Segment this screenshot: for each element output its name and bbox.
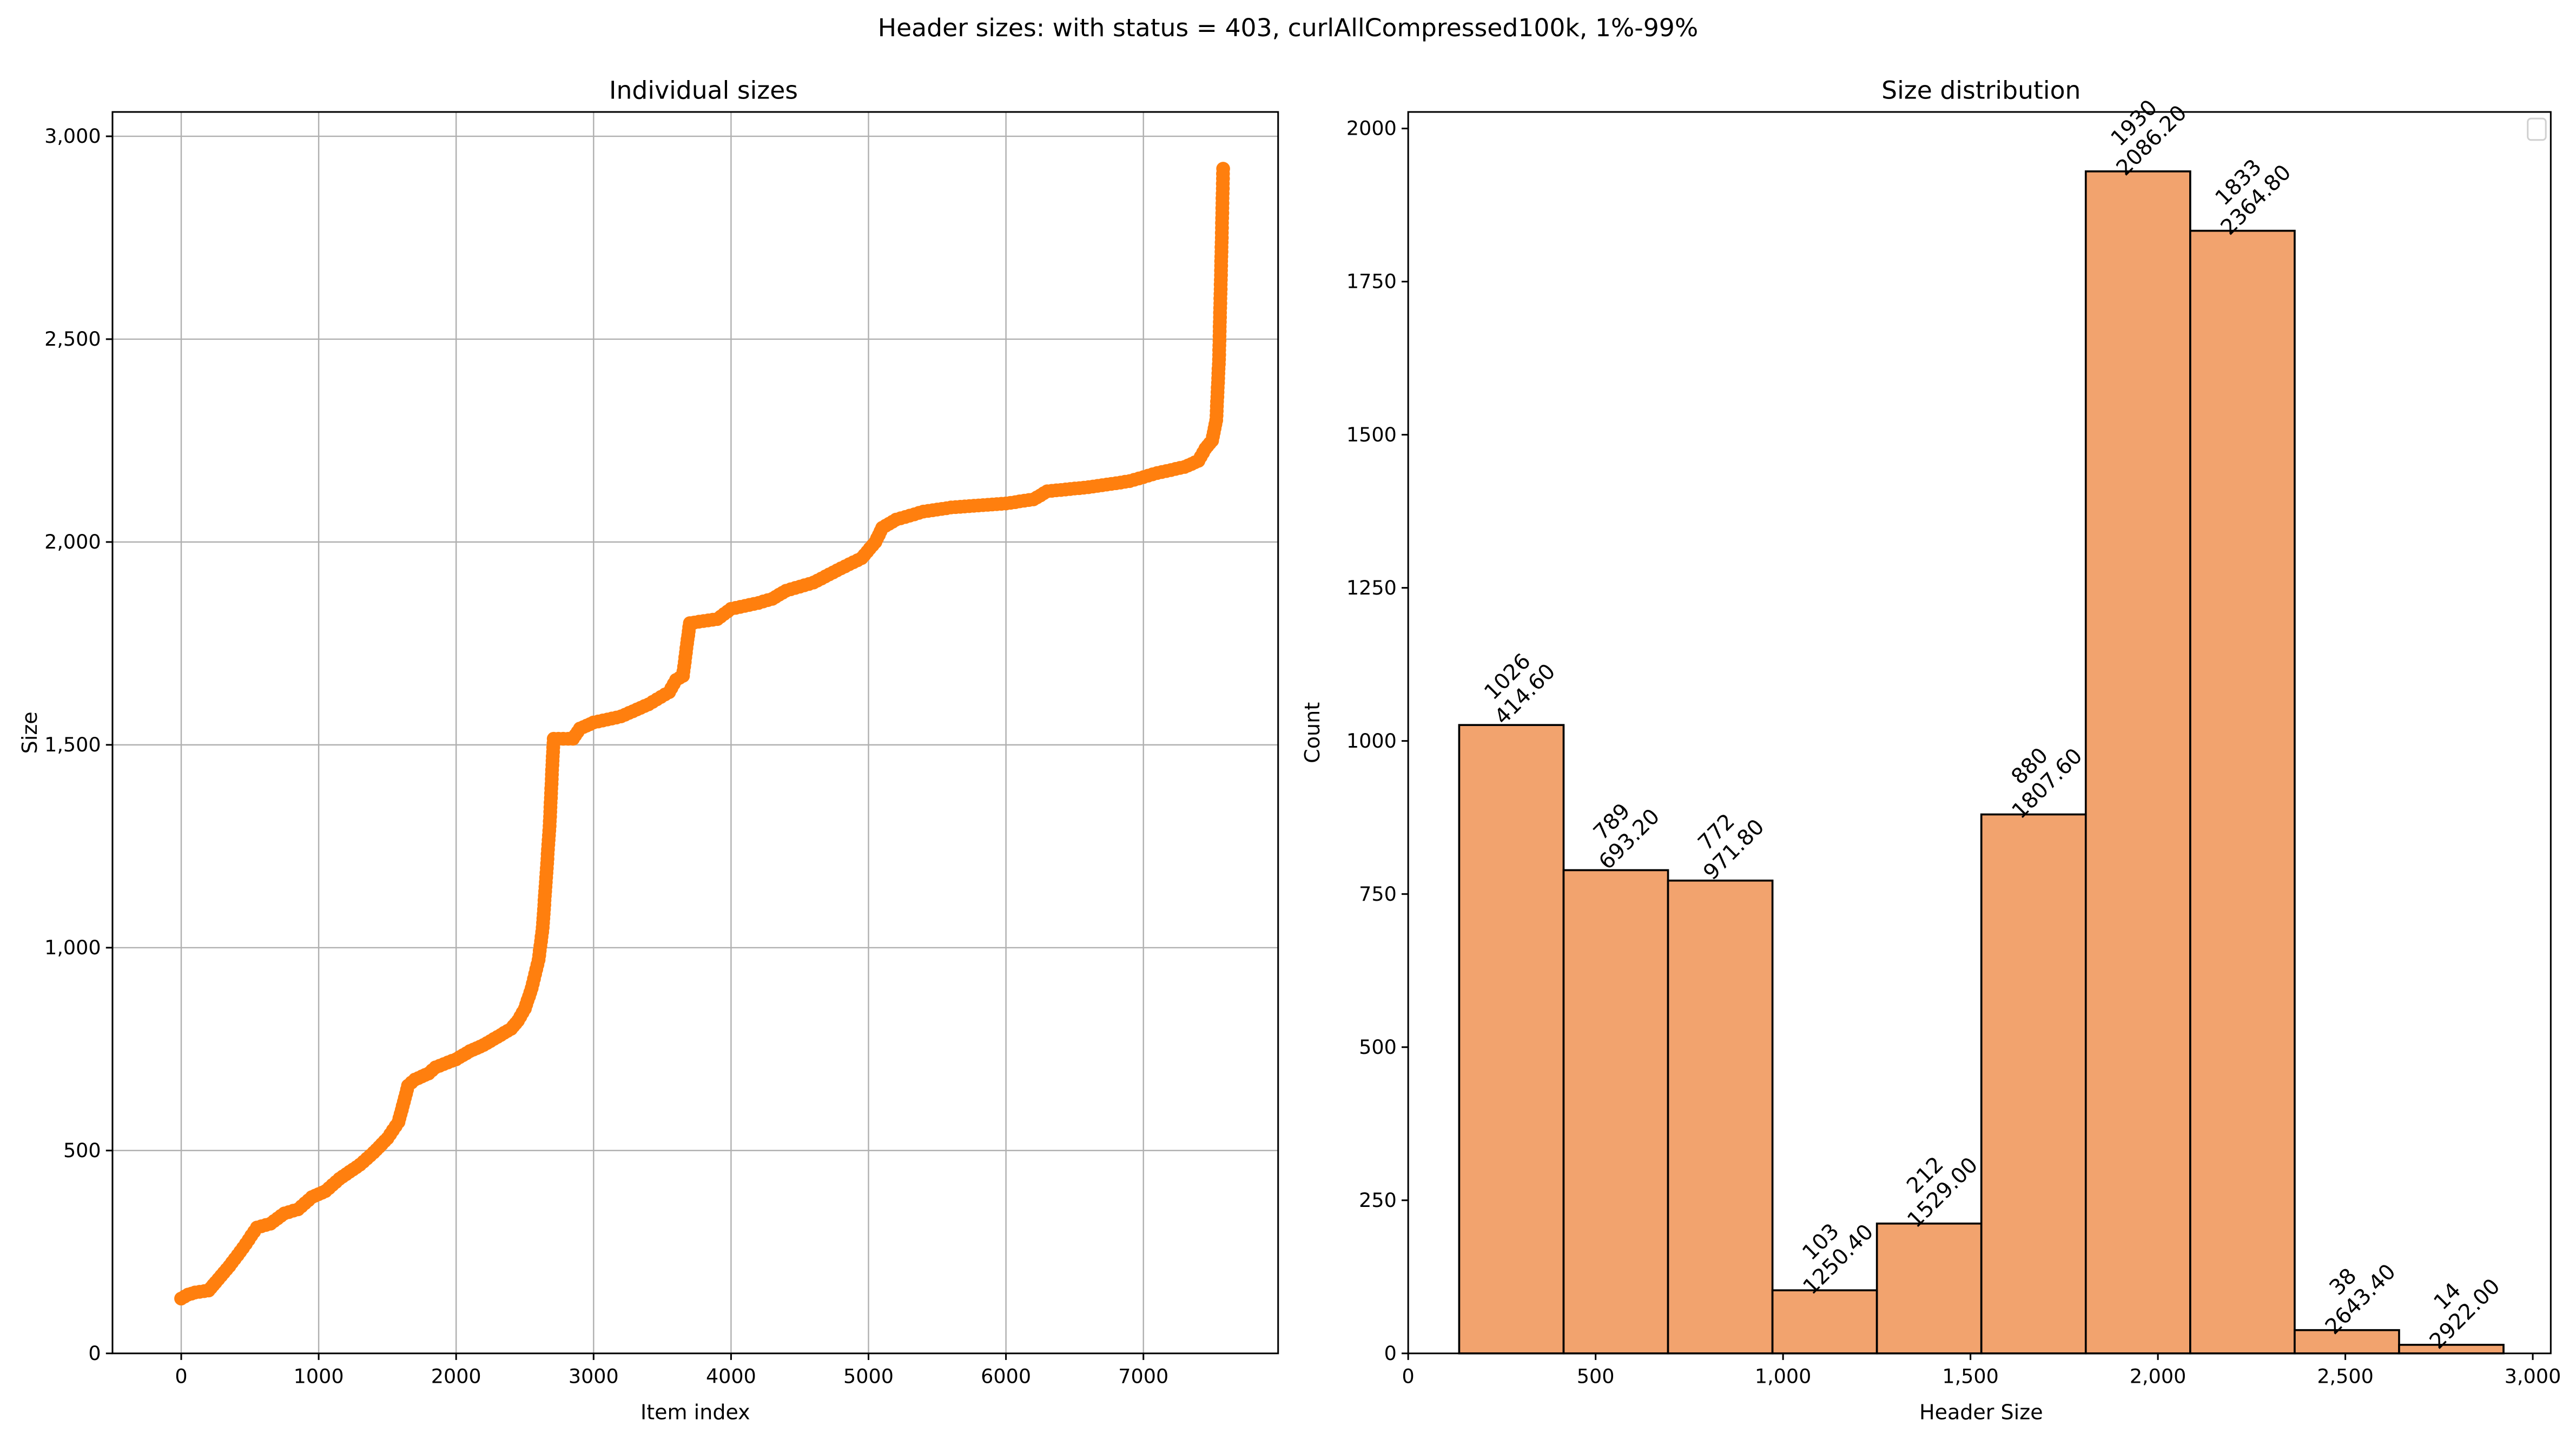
y-axis-label: Size [18,711,42,754]
x-tick-label: 3,000 [2505,1365,2561,1388]
y-tick-label: 2,000 [44,530,101,553]
y-axis-label: Count [1300,702,1324,763]
y-tick-label: 1500 [1346,423,1397,446]
x-tick-label: 3000 [569,1365,619,1388]
y-tick-label: 250 [1359,1189,1397,1212]
y-tick-label: 750 [1359,882,1397,906]
axes-frame [111,111,1279,1355]
x-tick-label: 7000 [1118,1365,1168,1388]
x-tick-label: 1,500 [1942,1365,1999,1388]
y-tick-label: 1,000 [44,936,101,959]
y-tick-label: 1,500 [44,733,101,756]
y-tick-label: 1750 [1346,270,1397,293]
x-tick-label: 1,000 [1755,1365,1812,1388]
bar-edge-label: 2922.00 [2425,1274,2505,1354]
x-axis-label: Header Size [1919,1400,2043,1424]
series-line [176,163,1228,1304]
plot-title: Individual sizes [609,76,798,105]
data-point [1216,162,1230,176]
x-tick-label: 6000 [981,1365,1031,1388]
histogram-bar [2189,229,2296,1355]
y-tick-label: 0 [88,1342,101,1365]
y-tick-label: 500 [1359,1035,1397,1059]
axes-frame [1407,111,2552,1355]
legend-box [2527,117,2547,141]
y-tick-label: 0 [1384,1342,1397,1365]
histogram-bar [2294,1329,2400,1355]
y-tick-label: 500 [63,1139,101,1162]
individual-sizes-plot: Individual sizes 0 1000 2000 3000 4000 5000 60… [18,76,1279,1424]
x-tick-label: 0 [175,1365,187,1388]
figure-title: Header sizes: with status = 403, curlAll… [878,14,1698,42]
histogram-bar [2398,1344,2505,1355]
y-tick-label: 2,500 [44,327,101,351]
histogram-bar [1562,869,1669,1355]
y-tick-label: 1250 [1346,576,1397,599]
histogram-bar [1875,1222,1983,1355]
bar-edge-label: 2643.40 [2321,1259,2401,1339]
x-tick-label: 2000 [431,1365,481,1388]
x-tick-label: 500 [1577,1365,1615,1388]
x-tick-label: 2,500 [2317,1365,2374,1388]
histogram-bar [1667,879,1774,1355]
y-tick-label: 3,000 [44,124,101,148]
x-axis-label: Item index [640,1400,750,1424]
histogram-bar [1980,813,2087,1355]
x-tick-label: 1000 [294,1365,344,1388]
x-tick-label: 0 [1402,1365,1415,1388]
plot-title: Size distribution [1881,76,2080,105]
histogram-bar [1771,1289,1878,1355]
histogram-bar [2084,170,2191,1355]
x-tick-label: 5000 [843,1365,894,1388]
histogram-bar [1458,724,1565,1355]
y-tick-label: 1000 [1346,729,1397,752]
x-tick-label: 4000 [706,1365,756,1388]
y-tick-label: 2000 [1346,117,1397,140]
x-tick-label: 2,000 [2130,1365,2187,1388]
